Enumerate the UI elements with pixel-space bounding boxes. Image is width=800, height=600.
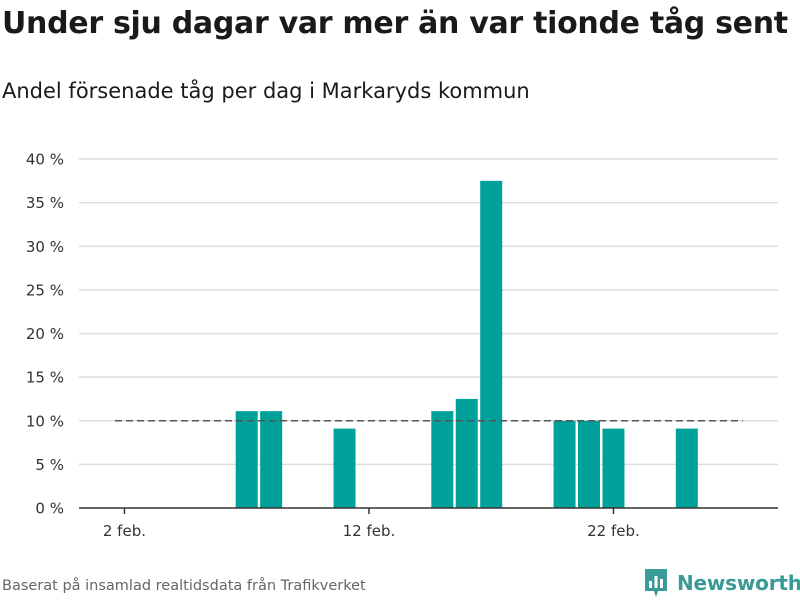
y-tick-label: 5 % [35,456,64,474]
bars [235,180,698,508]
bar [553,420,576,508]
y-tick-label: 35 % [26,194,64,212]
newsworthy-logo-icon [645,569,667,597]
brand-logo: Newsworthy [644,568,800,598]
bar [675,428,698,508]
x-tick-label: 12 feb. [343,522,396,540]
bar [431,411,454,508]
axes [79,507,778,514]
y-tick-label: 25 % [26,281,64,299]
x-tick-label: 22 feb. [587,522,640,540]
brand-name: Newsworthy [677,571,800,595]
bar [480,180,503,508]
source-note: Baserat på insamlad realtidsdata från Tr… [2,578,366,594]
y-tick-label: 10 % [26,412,64,430]
y-tick-label: 40 % [26,151,64,169]
bar [235,411,258,508]
bar [333,428,356,508]
y-tick-label: 20 % [26,325,64,343]
y-tick-label: 15 % [26,369,64,387]
bar [455,398,478,508]
chart-title: Under sju dagar var mer än var tionde tå… [2,6,788,41]
y-tick-label: 0 % [35,500,64,518]
gridlines [79,158,778,466]
x-tick-label: 2 feb. [103,522,146,540]
y-axis-tick-labels: 0 % 5 % 10 % 15 % 20 % 25 % 30 % 35 % 40 % [26,151,64,518]
bar [260,411,283,508]
bar [602,428,625,508]
y-tick-label: 30 % [26,238,64,256]
bar [578,420,600,508]
x-axis-tick-labels: 2 feb. 12 feb. 22 feb. [103,522,640,540]
chart-subtitle: Andel försenade tåg per dag i Markaryds … [2,79,530,103]
